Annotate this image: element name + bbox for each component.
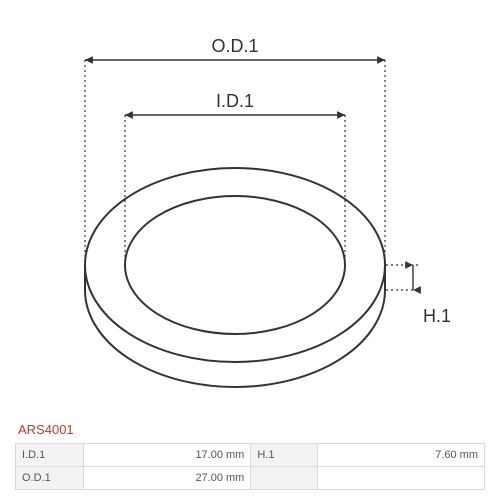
spec-value — [318, 467, 485, 490]
table-row: I.D.1 17.00 mm H.1 7.60 mm — [16, 444, 485, 467]
table-row: O.D.1 27.00 mm — [16, 467, 485, 490]
spec-value: 27.00 mm — [84, 467, 251, 490]
od-label: O.D.1 — [211, 36, 258, 56]
washer-diagram: O.D.1 I.D.1 H.1 — [0, 0, 500, 420]
spec-label: H.1 — [251, 444, 318, 467]
spec-table: I.D.1 17.00 mm H.1 7.60 mm O.D.1 27.00 m… — [15, 443, 485, 490]
h-label: H.1 — [423, 306, 451, 326]
part-number: ARS4001 — [18, 422, 74, 437]
ring-outer-bottom-front — [85, 290, 385, 387]
ring-outer-top — [85, 168, 385, 362]
ring-inner-top — [125, 196, 345, 334]
spec-label: I.D.1 — [16, 444, 84, 467]
spec-label — [251, 467, 318, 490]
page-root: O.D.1 I.D.1 H.1 ARS4001 I.D.1 17.00 mm H… — [0, 0, 500, 500]
spec-value: 17.00 mm — [84, 444, 251, 467]
spec-label: O.D.1 — [16, 467, 84, 490]
spec-value: 7.60 mm — [318, 444, 485, 467]
id-label: I.D.1 — [216, 91, 254, 111]
